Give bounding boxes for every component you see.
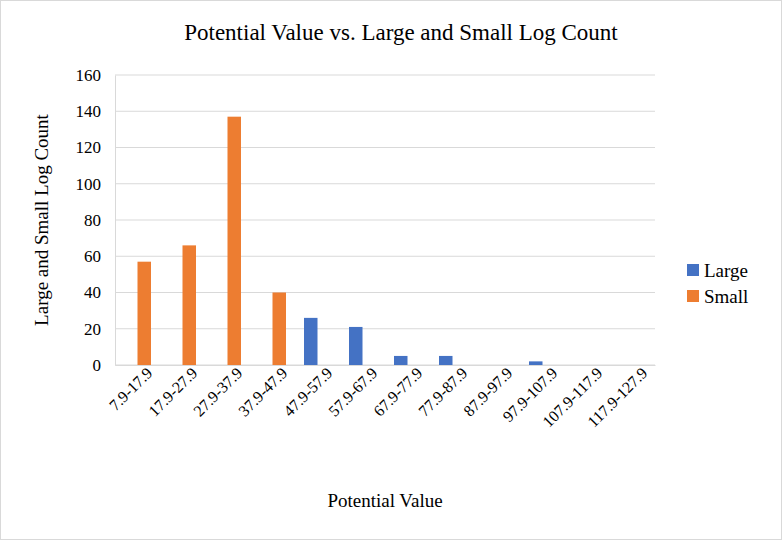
- bar: [259, 365, 273, 366]
- x-tick: 77.9-87.9: [415, 364, 470, 419]
- y-tick-label: 140: [76, 102, 102, 121]
- bar: [304, 318, 318, 365]
- y-tick: 60: [84, 247, 115, 266]
- y-tick-label: 120: [76, 138, 102, 157]
- x-tick-label: 27.9-37.9: [190, 364, 245, 419]
- bar: [183, 245, 197, 365]
- x-tick: 117.9-127.9: [584, 364, 650, 430]
- x-tick-label: 67.9-77.9: [370, 364, 425, 419]
- series: [138, 117, 287, 365]
- y-tick: 140: [76, 102, 116, 121]
- x-tick: 17.9-27.9: [145, 364, 200, 419]
- x-tick-label: 37.9-47.9: [235, 364, 290, 419]
- bar: [408, 365, 422, 366]
- plot: 0 20 40 60 80 100 120 140 160 7.9-17.917.9-27.927…: [76, 66, 656, 430]
- bar: [543, 365, 557, 366]
- x-axis: 7.9-17.917.9-27.927.9-37.937.9-47.947.9-…: [106, 364, 656, 430]
- x-tick: 47.9-57.9: [280, 364, 335, 419]
- grid-line: [115, 75, 655, 76]
- x-tick-label: 17.9-27.9: [145, 364, 200, 419]
- x-axis-line: [116, 365, 656, 366]
- bar: [498, 365, 512, 366]
- y-tick-label: 160: [76, 66, 102, 85]
- bar: [633, 365, 647, 366]
- bar: [138, 262, 152, 365]
- title: Potential Value vs. Large and Small Log …: [184, 20, 618, 45]
- bar: [619, 365, 633, 366]
- y-tick: 40: [84, 283, 115, 302]
- x-tick: 27.9-37.9: [190, 364, 245, 419]
- grid-line: [115, 220, 655, 221]
- y-axis: 0 20 40 60 80 100 120 140 160: [76, 66, 116, 375]
- x-axis-title: Potential Value: [327, 490, 442, 511]
- bar: [273, 293, 287, 366]
- x-tick-label: 117.9-127.9: [584, 364, 650, 430]
- bar: [169, 365, 183, 366]
- grid-line: [115, 183, 655, 184]
- bar: [228, 117, 242, 365]
- bar: [318, 365, 332, 366]
- chart-border: [1, 1, 782, 540]
- y-tick: 160: [76, 66, 116, 85]
- y-tick: 120: [76, 138, 116, 157]
- grid: [115, 75, 655, 365]
- y-tick-label: 60: [84, 247, 101, 266]
- bar: [588, 365, 602, 366]
- y-tick-label: 20: [84, 320, 101, 339]
- x-tick-label: 47.9-57.9: [280, 364, 335, 419]
- bar: [574, 365, 588, 366]
- grid-line: [115, 111, 655, 112]
- legend-swatch: [687, 290, 699, 302]
- bar: [394, 356, 408, 365]
- bar: [439, 356, 453, 365]
- grid-line: [115, 147, 655, 148]
- legend-label: Large: [704, 260, 748, 281]
- bars: [138, 117, 543, 365]
- legend-label: Small: [704, 286, 748, 307]
- x-tick: 37.9-47.9: [235, 364, 290, 419]
- bar: [529, 361, 543, 365]
- y-tick: 20: [84, 320, 115, 339]
- y-tick-label: 0: [93, 356, 102, 375]
- y-tick: 100: [76, 175, 116, 194]
- bar: [363, 365, 377, 366]
- bar: [484, 365, 498, 366]
- x-tick: 67.9-77.9: [370, 364, 425, 419]
- chart: 0 20 40 60 80 100 120 140 160 7.9-17.917.9-27.927…: [0, 0, 782, 540]
- x-tick: 57.9-67.9: [325, 364, 380, 419]
- y-tick: 0: [93, 356, 116, 375]
- bar: [214, 365, 228, 366]
- y-tick-label: 40: [84, 283, 101, 302]
- y-tick-label: 80: [84, 211, 101, 230]
- legend-swatch: [687, 264, 699, 276]
- y-tick: 80: [84, 211, 115, 230]
- legend: Large Small: [687, 260, 748, 307]
- bar: [453, 365, 467, 366]
- bar: [349, 327, 363, 365]
- x-tick-label: 57.9-67.9: [325, 364, 380, 419]
- y-axis-line: [115, 76, 116, 366]
- series: [304, 318, 543, 365]
- bar: [124, 365, 138, 366]
- x-tick-label: 77.9-87.9: [415, 364, 470, 419]
- y-axis-title: Large and Small Log Count: [31, 113, 52, 326]
- y-tick-label: 100: [76, 175, 102, 194]
